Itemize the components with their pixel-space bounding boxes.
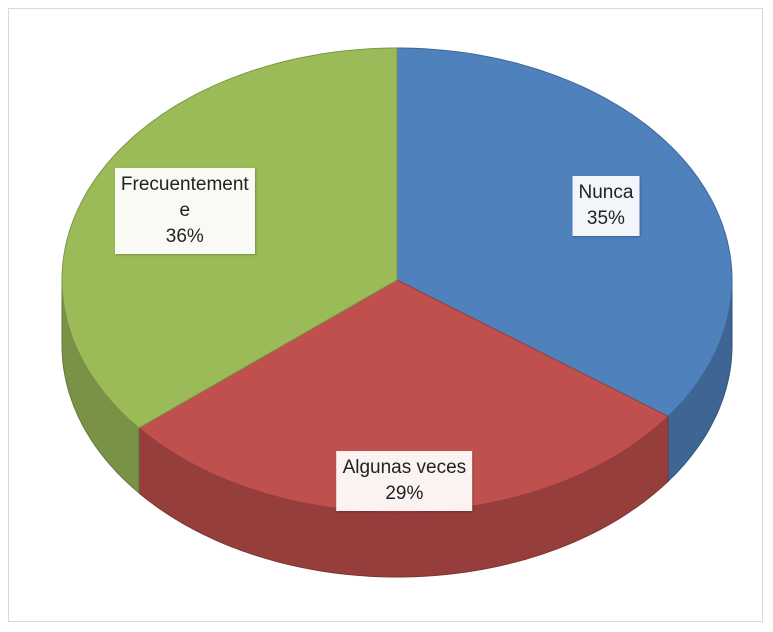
label-category: Frecuentemente <box>120 173 249 221</box>
slice <box>396 47 733 418</box>
chart-frame <box>8 8 763 622</box>
data-label: Nunca 35% <box>572 176 640 237</box>
label-category: Algunas veces <box>342 457 467 479</box>
label-category: Nunca <box>578 182 634 204</box>
data-label: Algunas veces 29% <box>336 451 473 512</box>
label-value: 36% <box>165 225 204 247</box>
label-value: 29% <box>385 483 424 505</box>
label-value: 35% <box>586 208 625 230</box>
slice <box>138 279 669 513</box>
data-label: Frecuentemente 36% <box>114 167 255 254</box>
